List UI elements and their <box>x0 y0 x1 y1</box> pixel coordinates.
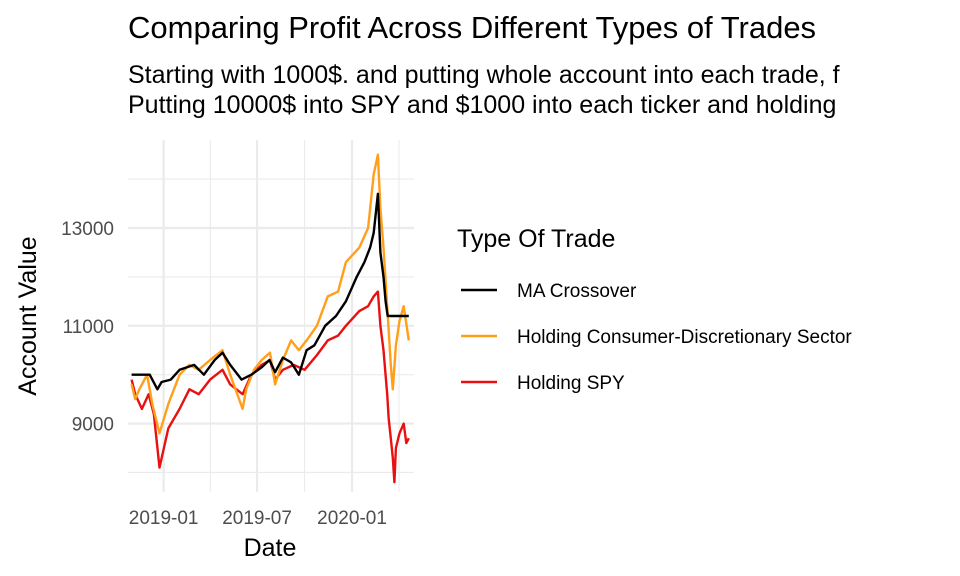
legend-label: Holding Consumer-Discretionary Sector <box>517 327 852 348</box>
series-line-ma-crossover <box>131 192 409 391</box>
legend: Type Of Trade MA Crossover Holding Consum… <box>457 225 852 394</box>
y-axis-title: Account Value <box>14 236 42 395</box>
legend-label: MA Crossover <box>517 281 637 302</box>
x-axis-ticks: 2019-01 2019-07 2020-01 <box>129 508 387 529</box>
x-axis-title: Date <box>244 534 297 562</box>
chart-title: Comparing Profit Across Different Types … <box>128 10 817 45</box>
subtitle-line-1: Starting with 1000$. and putting whole a… <box>128 61 840 89</box>
x-tick-label: 2020-01 <box>317 508 387 529</box>
series-line-holding-consumer-discretionary-sector <box>130 153 410 435</box>
legend-item: Holding SPY <box>461 373 625 394</box>
y-axis-ticks: 9000 11000 13000 <box>61 219 114 436</box>
y-tick-label: 13000 <box>61 219 114 240</box>
legend-label: Holding SPY <box>517 373 625 394</box>
series-line-holding-spy <box>130 290 410 484</box>
legend-item: MA Crossover <box>461 281 637 302</box>
chart-subtitle: Starting with 1000$. and putting whole a… <box>128 60 840 120</box>
legend-item: Holding Consumer-Discretionary Sector <box>461 327 852 348</box>
x-tick-label: 2019-07 <box>222 508 292 529</box>
series-layer <box>130 153 410 484</box>
x-tick-label: 2019-01 <box>129 508 199 529</box>
y-tick-label: 9000 <box>72 415 114 436</box>
subtitle-line-2: Putting 10000$ into SPY and $1000 into e… <box>128 91 837 119</box>
y-tick-label: 11000 <box>63 317 114 338</box>
legend-title: Type Of Trade <box>457 225 615 253</box>
